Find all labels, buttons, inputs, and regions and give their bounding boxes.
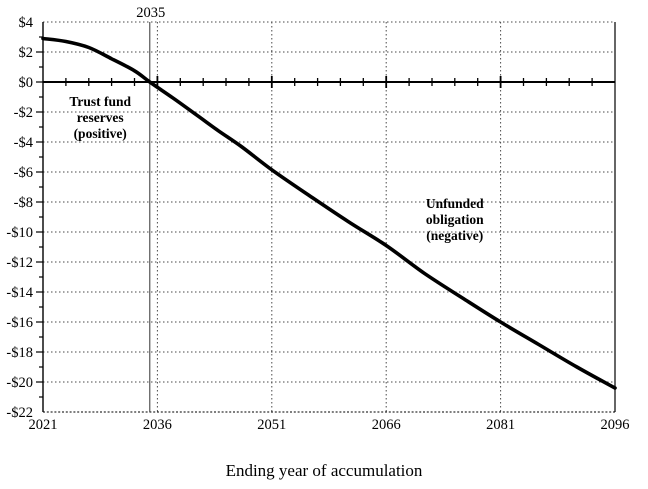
y-tick-label: -$4 bbox=[14, 135, 34, 151]
annotation-line: reserves bbox=[77, 110, 124, 125]
zero-axis-line bbox=[43, 76, 615, 88]
annotation-line: (negative) bbox=[426, 228, 483, 243]
x-tick-label: 2066 bbox=[372, 417, 401, 433]
x-tick-label: 2051 bbox=[257, 417, 286, 433]
y-tick-label: -$14 bbox=[6, 285, 33, 301]
x-tick-label: 2036 bbox=[143, 417, 172, 433]
y-tick-label: -$10 bbox=[6, 225, 33, 241]
x-tick-label: 2021 bbox=[29, 417, 58, 433]
series-curve-trust-fund-reserves-and-unfunded-obligation bbox=[41, 36, 617, 390]
annotation-line: Trust fund bbox=[69, 94, 131, 109]
y-tick-label: -$2 bbox=[14, 105, 33, 121]
y-tick-label: -$18 bbox=[6, 345, 33, 361]
y-tick-label: -$8 bbox=[14, 195, 33, 211]
y-tick-label: -$22 bbox=[6, 405, 33, 421]
annotation-line: obligation bbox=[426, 212, 484, 227]
annotation-line: Unfunded bbox=[426, 196, 484, 211]
annotation-line: (positive) bbox=[74, 126, 127, 141]
x-tick-label: 2081 bbox=[486, 417, 515, 433]
x-tick-labels: 2021 2036 2051 2066 2081 2096 bbox=[29, 417, 630, 433]
y-tick-label: -$16 bbox=[6, 315, 33, 331]
reference-line-group: 2035 bbox=[136, 5, 165, 412]
y-tick-label: $2 bbox=[19, 45, 34, 61]
x-axis-title: Ending year of accumulation bbox=[225, 461, 423, 480]
y-tick-label: $0 bbox=[19, 75, 34, 91]
y-tick-label: -$12 bbox=[6, 255, 33, 271]
y-axis bbox=[36, 22, 44, 412]
x-tick-label: 2096 bbox=[601, 417, 630, 433]
y-tick-label: -$20 bbox=[6, 375, 33, 391]
y-tick-labels: $4 $2 $0 -$2 -$4 -$6 -$8 -$10 -$12 -$14 -$16 -$18 -$… bbox=[6, 15, 33, 421]
reference-line-label: 2035 bbox=[136, 5, 165, 21]
y-tick-label: $4 bbox=[19, 15, 34, 31]
y-tick-label: -$6 bbox=[14, 165, 33, 181]
y-gridlines bbox=[43, 21, 615, 413]
